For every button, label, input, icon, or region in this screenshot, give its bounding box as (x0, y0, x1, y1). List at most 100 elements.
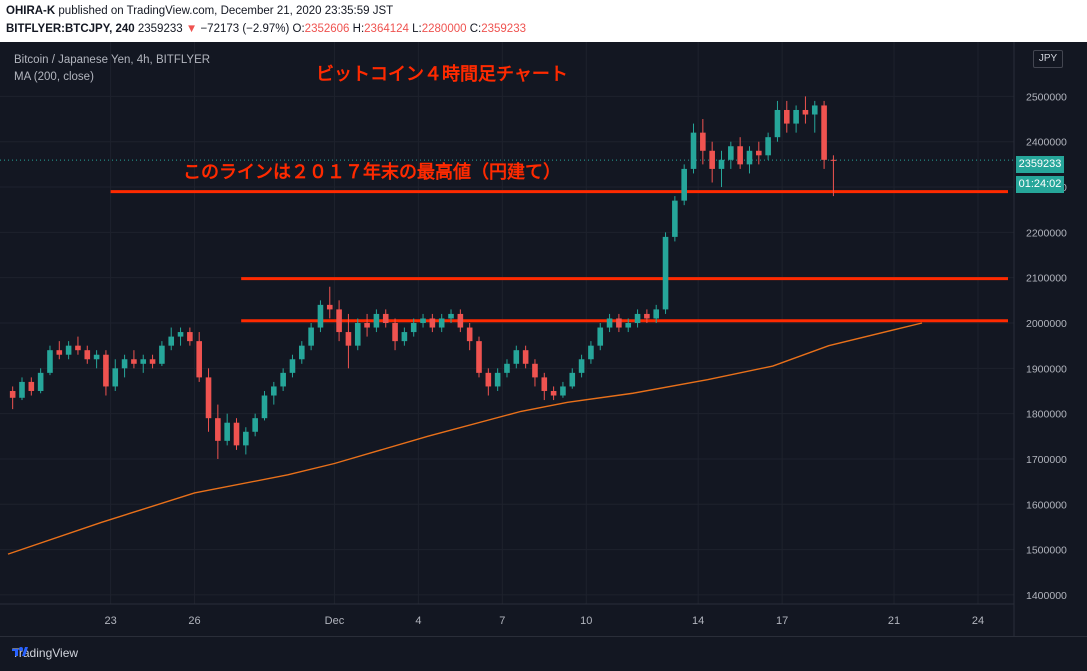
candle-body (634, 313, 641, 323)
candle (644, 309, 650, 323)
candle-body (793, 109, 799, 124)
candle-body (653, 309, 660, 319)
candle-body (541, 377, 548, 391)
candle-body (429, 318, 436, 328)
candle (700, 119, 706, 165)
candle-body (252, 418, 258, 432)
candle-body (84, 350, 91, 360)
candlestick-chart[interactable]: 1400000 1500000 1600000 1700000 1800000 19000… (0, 42, 1087, 636)
candle-body (597, 327, 604, 346)
candle-body (709, 150, 715, 169)
candle-body (578, 359, 585, 373)
candle-body (261, 395, 268, 419)
candle (494, 368, 501, 391)
candle (168, 327, 175, 351)
candle-body (271, 386, 277, 396)
candle (616, 313, 622, 333)
candle-body (326, 304, 333, 310)
candle-body (746, 150, 753, 165)
candle (177, 327, 184, 346)
horizontal-lines (110, 190, 1008, 323)
legend-indicator[interactable]: MA (200, close) (14, 71, 94, 83)
price-change: −72173 (−2.97%) (200, 23, 290, 35)
candle (560, 381, 566, 398)
candle (476, 336, 482, 378)
candle-body (532, 363, 538, 378)
ohlc-row: BITFLYER:BTCJPY, 240 2359233 ▼ −72173 (−… (6, 23, 526, 35)
candle-body (159, 345, 165, 364)
brand-label: TradingView (12, 646, 79, 660)
candle (382, 309, 389, 328)
candle-body (205, 377, 212, 419)
currency-button[interactable]: JPY (1033, 50, 1063, 68)
down-arrow-icon: ▼ (185, 23, 198, 35)
candle-body (765, 137, 771, 156)
candle (47, 345, 53, 376)
candle (205, 368, 212, 432)
candle (429, 313, 436, 333)
candle (522, 345, 529, 369)
ma200-line (7, 322, 923, 555)
time-tick-label: 21 (888, 615, 900, 627)
candle (233, 418, 240, 450)
candle (690, 123, 697, 174)
candle (438, 313, 445, 333)
candle (485, 368, 492, 396)
ma-layer (7, 322, 923, 555)
candle-body (485, 372, 492, 387)
candle (75, 336, 81, 355)
candle-body (625, 323, 632, 328)
price-tick-label: 1700000 (1026, 454, 1067, 466)
high-label: H: (352, 23, 365, 35)
candle-body (308, 327, 314, 346)
candle-body (737, 146, 743, 165)
candle-body (112, 368, 119, 387)
price-tick-label: 2400000 (1026, 137, 1067, 149)
candle-body (662, 236, 669, 310)
chart-area[interactable]: 1400000 1500000 1600000 1700000 1800000 19000… (0, 42, 1087, 636)
candle-body (373, 313, 380, 328)
candle-body (420, 318, 426, 323)
candle-body (19, 381, 25, 398)
candle (653, 304, 660, 323)
candle (662, 232, 669, 314)
candle-body (215, 418, 221, 441)
candle (149, 354, 156, 369)
candle-body (177, 332, 184, 337)
candle-body (317, 304, 324, 328)
candle-layer (9, 96, 837, 459)
legend-title: Bitcoin / Japanese Yen, 4h, BITFLYER (14, 54, 211, 66)
candle (65, 341, 72, 360)
candle-body (121, 359, 128, 369)
candle-body (382, 313, 389, 323)
grid-layer (0, 42, 1014, 604)
candle (550, 386, 557, 401)
candle (56, 341, 63, 360)
candle (746, 146, 753, 174)
candle-body (774, 109, 781, 138)
candle-body (476, 341, 482, 373)
candle (103, 350, 109, 396)
candle (783, 100, 790, 133)
candle-body (830, 159, 837, 161)
candle-body (140, 359, 147, 364)
candle (224, 413, 230, 446)
candle (504, 359, 510, 378)
candle (532, 359, 538, 387)
candle (774, 100, 781, 142)
candle (401, 327, 408, 346)
author-name[interactable]: OHIRA-K (6, 5, 56, 17)
price-tick-label: 1600000 (1026, 499, 1067, 511)
tradingview-brand[interactable]: TradingView (12, 646, 78, 660)
candle (280, 368, 286, 391)
candle (597, 323, 604, 351)
candle-body (364, 323, 370, 328)
candle (289, 354, 296, 378)
candle (84, 345, 91, 364)
candle-body (410, 323, 417, 333)
candle (718, 150, 725, 188)
candle (681, 164, 687, 206)
publish-text: published on TradingView.com, December 2… (58, 5, 394, 17)
candle (821, 100, 827, 169)
candle-body (187, 332, 193, 342)
